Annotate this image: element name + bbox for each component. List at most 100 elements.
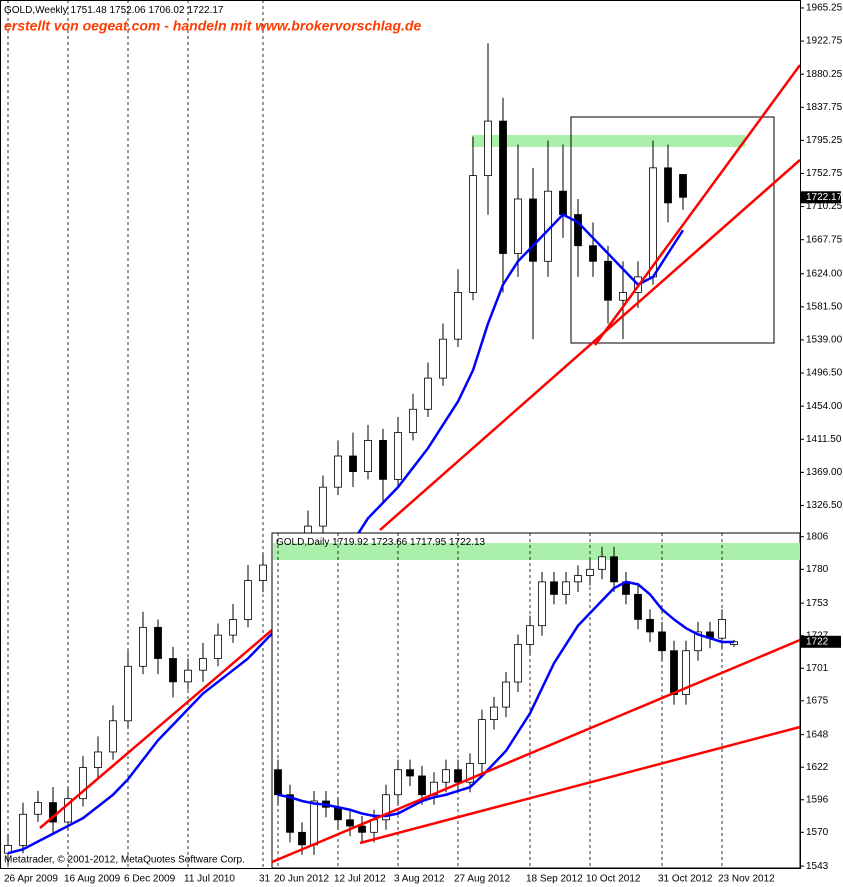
x-tick-label: 11 Jul 2010	[184, 874, 235, 885]
y-tick-label: 1701	[806, 663, 829, 674]
chart-header: GOLD,Weekly 1751.48 1752.06 1706.02 1722…	[4, 5, 224, 16]
candle-body	[490, 706, 498, 720]
y-tick-label: 1710.25	[806, 201, 843, 212]
candle-body	[574, 214, 582, 247]
y-tick-label: 1570	[806, 827, 829, 838]
ohlc: 1717.95	[410, 537, 447, 548]
chart-header: GOLD,Daily 1719.92 1723.66 1717.95 1722.…	[276, 537, 486, 548]
candle-body	[169, 658, 177, 683]
ohlc: 1723.66	[371, 537, 408, 548]
copyright: Metatrader, © 2001-2012, MetaQuotes Soft…	[4, 855, 245, 866]
x-tick-label: 3 Aug 2012	[394, 874, 445, 885]
candle-body	[79, 767, 87, 800]
y-tick-label: 1539.00	[806, 335, 843, 346]
candle-body	[154, 626, 162, 659]
trend-line	[39, 629, 273, 829]
candle-body	[484, 120, 492, 177]
candle-body	[94, 751, 102, 768]
x-tick-label: 27 Aug 2012	[454, 874, 511, 885]
y-tick-label: 1795.25	[806, 135, 843, 146]
candle-body	[538, 581, 546, 627]
y-tick-label: 1648	[806, 729, 829, 740]
inset-plot	[274, 533, 738, 868]
candle-body	[346, 819, 354, 827]
trend-line	[379, 159, 801, 531]
candle-body	[184, 669, 192, 683]
axes: 1965.25 1922.75 1880.25 1837.75 1795.25 1752.…	[4, 3, 843, 885]
candle-body	[598, 556, 606, 570]
candle-body	[229, 619, 237, 636]
y-tick-label: 1496.50	[806, 368, 843, 379]
candle-body	[526, 625, 534, 645]
y-tick-label: 1326.50	[806, 500, 843, 511]
candle-body	[370, 819, 378, 833]
y-tick-label: 1667.75	[806, 234, 843, 245]
candle-body	[478, 719, 486, 764]
candle-body	[469, 175, 477, 293]
candle-body	[64, 798, 72, 823]
candle-body	[502, 681, 510, 708]
symbol: GOLD,Daily	[276, 537, 329, 548]
symbol: GOLD,Weekly	[4, 5, 68, 16]
y-tick-label: 1675	[806, 695, 829, 706]
x-tick-label: 6 Dec 2009	[124, 874, 176, 885]
y-tick-label: 1922.75	[806, 36, 843, 47]
ohlc: 1752.06	[109, 5, 146, 16]
y-tick-label: 1596	[806, 794, 829, 805]
x-tick-label: 10 Oct 2012	[586, 874, 641, 885]
candle-body	[589, 245, 597, 262]
y-tick-label: 1965.25	[806, 3, 843, 14]
trend-lines	[39, 64, 802, 829]
x-tick-label: 16 Aug 2009	[64, 874, 121, 885]
candle-body	[259, 564, 267, 582]
price-axis	[800, 0, 843, 887]
candle-body	[34, 802, 42, 815]
candle-body	[109, 720, 117, 753]
candle-body	[619, 292, 627, 301]
price-tag	[801, 191, 841, 204]
candle-body	[718, 619, 726, 639]
candle-body	[679, 174, 687, 198]
candle-body	[682, 650, 690, 695]
time-axis	[0, 868, 843, 887]
candle-body	[424, 377, 432, 410]
candle-body	[670, 650, 678, 695]
ohlc: 1706.02	[148, 5, 185, 16]
y-tick-label: 1753	[806, 598, 829, 609]
ohlc: 1722.13	[449, 537, 486, 548]
x-tick-label: 18 Sep 2012	[526, 874, 583, 885]
trend-line	[271, 638, 801, 864]
x-tick-label: 26 Apr 2009	[4, 874, 58, 885]
candle-body	[646, 619, 654, 633]
resistance-band	[273, 543, 800, 560]
candle-body	[409, 408, 417, 434]
candle-body	[244, 580, 252, 620]
moving-average	[277, 580, 734, 818]
candle-body	[559, 190, 567, 215]
candle-body	[394, 769, 402, 796]
candle-body	[382, 794, 390, 821]
candle-body	[19, 813, 27, 846]
trend-line	[359, 725, 801, 845]
y-tick-label: 1369.00	[806, 467, 843, 478]
candle-body	[124, 665, 132, 722]
candle-body	[550, 581, 558, 595]
ohlc: 1751.48	[71, 5, 108, 16]
plot-frame	[0, 0, 801, 869]
candle-body	[349, 455, 357, 472]
y-tick-label: 1622	[806, 762, 829, 773]
candle-body	[529, 198, 537, 262]
candle-body	[499, 120, 507, 254]
candle-body	[514, 644, 522, 683]
candle-body	[604, 260, 612, 301]
price-tag-label: 1722.17	[806, 192, 843, 203]
candle-body	[379, 440, 387, 480]
candle-body	[586, 568, 594, 576]
candle-body	[310, 800, 318, 846]
x-tick-label: 12 Jul 2012	[334, 874, 386, 885]
price-tag-label: 1722	[806, 636, 829, 647]
candle-body	[364, 440, 372, 472]
trend-lines	[271, 638, 801, 864]
candle-body	[634, 593, 642, 620]
y-tick-label: 1454.00	[806, 401, 843, 412]
